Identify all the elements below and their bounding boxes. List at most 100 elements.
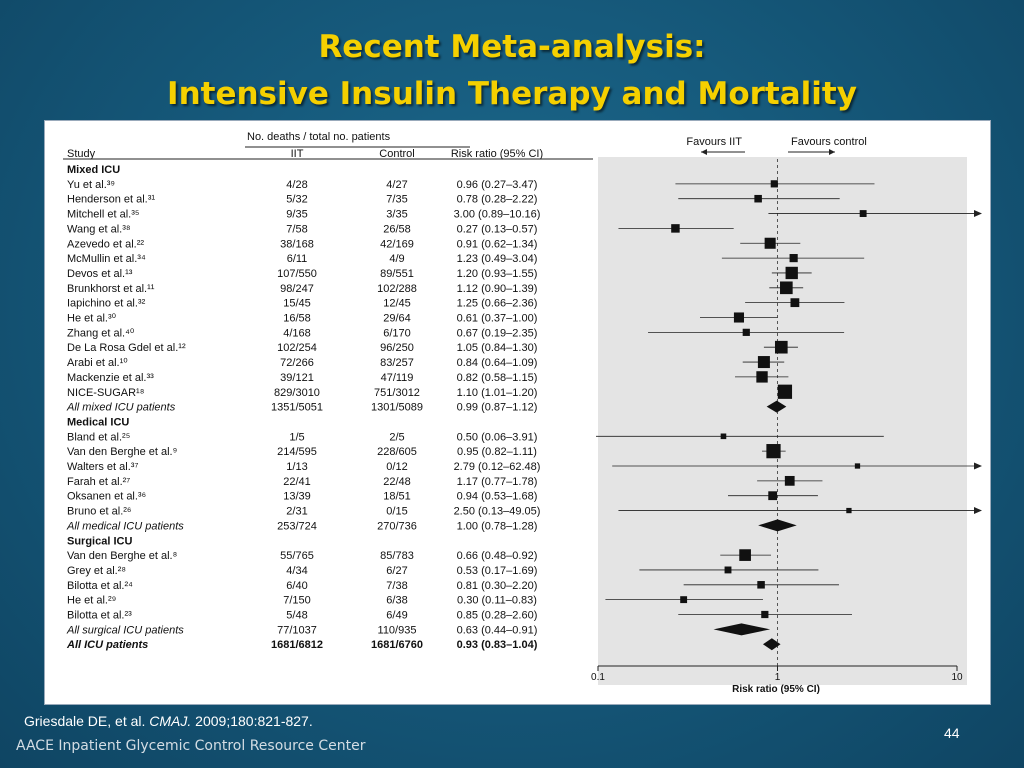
iit-deaths: 102/254: [277, 342, 317, 354]
subgroup-header: Surgical ICU: [67, 535, 132, 547]
study-name: Wang et al.³⁸: [67, 223, 131, 235]
risk-ratio-ci: 0.91 (0.62–1.34): [457, 238, 538, 250]
iit-deaths: 77/1037: [277, 624, 317, 636]
control-deaths: 751/3012: [374, 387, 420, 399]
slide-title-line1: Recent Meta-analysis:: [318, 29, 706, 65]
citation: Griesdale DE, et al. CMAJ. 2009;180:821-…: [24, 713, 313, 729]
risk-ratio-ci: 1.00 (0.78–1.28): [457, 520, 538, 532]
study-name: All surgical ICU patients: [66, 624, 184, 636]
iit-deaths: 4/168: [283, 327, 311, 339]
effect-square: [784, 475, 795, 486]
ci-arrowhead: [974, 462, 982, 470]
effect-square: [754, 194, 762, 203]
effect-square: [785, 266, 798, 280]
pooled-diamond: [758, 519, 797, 532]
effect-square: [757, 356, 770, 369]
iit-deaths: 214/595: [277, 446, 317, 458]
iit-deaths: 6/11: [287, 253, 308, 265]
iit-deaths: 7/58: [286, 223, 307, 235]
iit-deaths: 5/48: [286, 610, 307, 622]
iit-deaths: 16/58: [283, 313, 311, 325]
risk-ratio-ci: 1.23 (0.49–3.04): [457, 253, 538, 265]
effect-square: [757, 581, 765, 589]
risk-ratio-ci: 1.12 (0.90–1.39): [457, 283, 538, 295]
effect-square: [764, 237, 776, 249]
risk-ratio-ci: 2.50 (0.13–49.05): [454, 506, 541, 518]
risk-ratio-ci: 1.17 (0.77–1.78): [457, 476, 538, 488]
iit-deaths: 15/45: [283, 298, 311, 310]
iit-deaths: 7/150: [283, 595, 311, 607]
risk-ratio-ci: 0.85 (0.28–2.60): [457, 610, 538, 622]
effect-square: [768, 491, 778, 501]
effect-square: [846, 507, 852, 514]
control-deaths: 110/935: [378, 624, 417, 636]
effect-square: [720, 433, 727, 440]
control-deaths: 7/35: [386, 194, 407, 206]
effect-square: [770, 180, 778, 188]
effect-square: [742, 328, 750, 336]
control-deaths: 22/48: [383, 476, 411, 488]
risk-ratio-ci: 0.93 (0.83–1.04): [457, 639, 538, 651]
risk-ratio-ci: 1.20 (0.93–1.55): [457, 268, 538, 280]
effect-square: [854, 463, 861, 469]
control-deaths: 102/288: [377, 283, 417, 295]
plot-area: [598, 157, 967, 685]
study-name: Yu et al.³⁹: [67, 179, 115, 191]
iit-deaths: 1351/5051: [271, 402, 323, 414]
iit-deaths: 98/247: [280, 283, 314, 295]
favours-control-label: Favours control: [791, 136, 867, 148]
control-deaths: 4/9: [389, 253, 404, 265]
study-name: Bruno et al.²⁶: [67, 506, 131, 518]
pooled-diamond: [713, 623, 771, 636]
study-name: Devos et al.¹³: [67, 268, 133, 280]
effect-square: [780, 281, 793, 295]
page-number: 44: [944, 725, 960, 741]
risk-ratio-ci: 0.82 (0.58–1.15): [457, 372, 538, 384]
risk-ratio-ci: 2.79 (0.12–62.48): [454, 461, 541, 473]
control-deaths: 18/51: [383, 491, 411, 503]
study-name: Mackenzie et al.³³: [67, 372, 154, 384]
effect-square: [739, 549, 751, 561]
study-name: Bilotta et al.²⁴: [67, 580, 133, 592]
risk-ratio-ci: 0.84 (0.64–1.09): [457, 357, 538, 369]
control-deaths: 1681/6760: [371, 639, 423, 651]
iit-deaths: 6/40: [286, 580, 307, 592]
iit-deaths: 829/3010: [274, 387, 320, 399]
study-name: Van den Berghe et al.⁸: [67, 550, 177, 562]
iit-deaths: 22/41: [283, 476, 311, 488]
risk-ratio-ci: 0.30 (0.11–0.83): [457, 595, 537, 607]
study-name: All mixed ICU patients: [66, 402, 176, 414]
x-tick-label: 10: [951, 672, 963, 683]
study-name: Bilotta et al.²³: [67, 610, 132, 622]
effect-square: [724, 566, 732, 574]
risk-ratio-ci: 0.63 (0.44–0.91): [457, 624, 538, 636]
x-tick-label: 1: [775, 672, 781, 683]
citation-journal: CMAJ.: [149, 713, 192, 729]
risk-ratio-ci: 0.81 (0.30–2.20): [457, 580, 538, 592]
effect-square: [733, 312, 745, 323]
favours-control-arrowhead: [829, 149, 835, 155]
control-deaths: 47/119: [381, 372, 414, 384]
study-name: He et al.³⁰: [67, 313, 117, 325]
study-name: NICE-SUGAR¹⁸: [67, 387, 144, 399]
study-name: Bland et al.²⁵: [67, 431, 130, 443]
control-deaths: 270/736: [377, 520, 417, 532]
control-deaths: 42/169: [380, 238, 414, 250]
risk-ratio-ci: 0.95 (0.82–1.11): [457, 446, 537, 458]
pooled-diamond: [762, 638, 781, 651]
risk-ratio-ci: 0.78 (0.28–2.22): [457, 194, 538, 206]
iit-deaths: 5/32: [286, 194, 307, 206]
study-name: Mitchell et al.³⁵: [67, 209, 139, 221]
risk-ratio-ci: 1.25 (0.66–2.36): [457, 298, 538, 310]
iit-deaths: 2/31: [286, 506, 307, 518]
effect-square: [790, 298, 800, 308]
study-name: Iapichino et al.³²: [67, 298, 146, 310]
study-name: Arabi et al.¹⁰: [67, 357, 128, 369]
study-name: Oksanen et al.³⁶: [67, 491, 146, 503]
risk-ratio-ci: 1.05 (0.84–1.30): [457, 342, 538, 354]
ci-arrowhead: [974, 210, 982, 218]
citation-ref: 2009;180:821-827.: [195, 713, 313, 729]
risk-ratio-ci: 0.61 (0.37–1.00): [457, 313, 538, 325]
control-deaths: 26/58: [383, 223, 411, 235]
risk-ratio-ci: 0.96 (0.27–3.47): [457, 179, 538, 191]
